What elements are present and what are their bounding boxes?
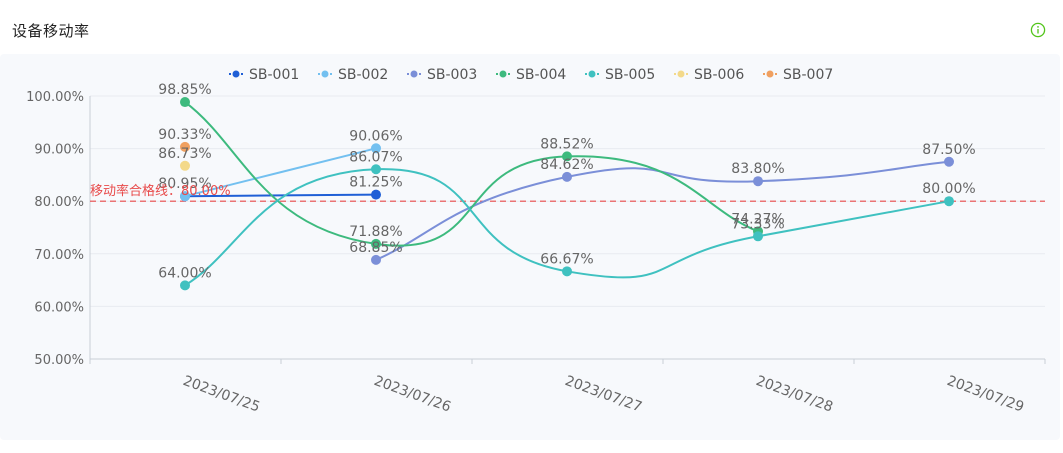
data-point-sb-003[interactable]	[753, 176, 763, 187]
data-point-sb-001[interactable]	[371, 189, 381, 200]
data-point-sb-004[interactable]	[180, 97, 190, 108]
data-label-sb-004: 88.52%	[540, 136, 593, 152]
chart-panel	[0, 54, 1060, 440]
legend-label: SB-003	[427, 67, 477, 83]
data-label-sb-007: 90.33%	[158, 127, 211, 143]
y-tick-label: 100.00%	[26, 90, 84, 105]
data-label-sb-003: 83.80%	[731, 161, 784, 177]
legend-marker	[766, 70, 774, 78]
legend-marker	[410, 70, 418, 78]
legend-label: SB-006	[694, 67, 744, 83]
data-point-sb-004[interactable]	[562, 151, 572, 162]
legend-item-sb-003[interactable]: SB-003	[407, 67, 477, 83]
x-tick-label: 2023/07/26	[372, 373, 453, 416]
data-label-sb-005: 86.07%	[349, 149, 402, 165]
data-point-sb-005[interactable]	[562, 266, 572, 277]
data-point-sb-005[interactable]	[753, 231, 763, 242]
y-tick-label: 70.00%	[34, 248, 84, 263]
data-point-sb-004[interactable]	[371, 238, 381, 249]
legend-label: SB-002	[338, 67, 388, 83]
data-label-sb-004: 98.85%	[158, 82, 211, 98]
data-point-sb-002[interactable]	[371, 143, 381, 154]
data-point-sb-005[interactable]	[180, 280, 190, 291]
legend-label: SB-001	[249, 67, 299, 83]
data-label-sb-003: 87.50%	[922, 142, 975, 158]
legend-label: SB-005	[605, 67, 655, 83]
x-tick-label: 2023/07/29	[945, 373, 1026, 416]
series-line-sb-003	[375, 160, 950, 261]
data-point-sb-003[interactable]	[562, 171, 572, 182]
info-circle-icon[interactable]	[1030, 22, 1046, 38]
data-label-sb-003: 68.85%	[349, 240, 402, 256]
data-label-sb-005: 64.00%	[158, 265, 211, 281]
data-label-sb-006: 86.73%	[158, 146, 211, 162]
data-label-sb-004: 74.27%	[731, 211, 784, 227]
data-label-sb-005: 80.00%	[922, 181, 975, 197]
data-label-sb-003: 84.62%	[540, 157, 593, 173]
legend-item-sb-004[interactable]: SB-004	[496, 67, 566, 83]
chart-legend: SB-001 SB-002 SB-003 SB-004 SB-005 SB-006 SB-0…	[229, 67, 833, 83]
x-tick-label: 2023/07/27	[563, 373, 644, 416]
data-point-sb-005[interactable]	[944, 196, 954, 207]
legend-item-sb-005[interactable]: SB-005	[585, 67, 655, 83]
legend-label: SB-004	[516, 67, 566, 83]
legend-marker	[677, 70, 685, 78]
y-tick-label: 80.00%	[34, 195, 84, 210]
data-label-sb-001: 80.95%	[158, 176, 211, 192]
y-tick-label: 50.00%	[34, 353, 84, 368]
data-label-sb-005: 73.33%	[731, 216, 784, 232]
series-line-sb-005	[184, 168, 950, 287]
y-tick-label: 60.00%	[34, 300, 84, 315]
y-tick-label: 90.00%	[34, 143, 84, 158]
series-line-sb-002	[184, 147, 377, 198]
data-point-sb-003[interactable]	[944, 156, 954, 167]
legend-marker	[588, 70, 596, 78]
legend-label: SB-007	[783, 67, 833, 83]
legend-marker	[321, 70, 329, 78]
data-point-sb-006[interactable]	[180, 160, 190, 171]
data-point-sb-007[interactable]	[180, 141, 190, 152]
legend-marker	[232, 70, 240, 78]
x-tick-label: 2023/07/28	[754, 373, 835, 416]
data-label-sb-004: 71.88%	[349, 224, 402, 240]
chart-title: 设备移动率	[12, 22, 90, 40]
data-label-sb-001: 81.25%	[349, 175, 402, 191]
legend-item-sb-007[interactable]: SB-007	[763, 67, 833, 83]
legend-item-sb-001[interactable]: SB-001	[229, 67, 299, 83]
series-line-sb-001	[184, 193, 377, 198]
data-point-sb-005[interactable]	[371, 164, 381, 175]
threshold-label: 移动率合格线：80.00%	[90, 183, 231, 199]
data-point-sb-003[interactable]	[371, 254, 381, 265]
legend-marker	[499, 70, 507, 78]
series-line-sb-004	[184, 101, 759, 247]
data-point-sb-002[interactable]	[180, 191, 190, 202]
data-label-sb-005: 66.67%	[540, 251, 593, 267]
x-tick-label: 2023/07/25	[181, 373, 262, 416]
legend-item-sb-006[interactable]: SB-006	[674, 67, 744, 83]
data-label-sb-002: 90.06%	[349, 128, 402, 144]
legend-item-sb-002[interactable]: SB-002	[318, 67, 388, 83]
